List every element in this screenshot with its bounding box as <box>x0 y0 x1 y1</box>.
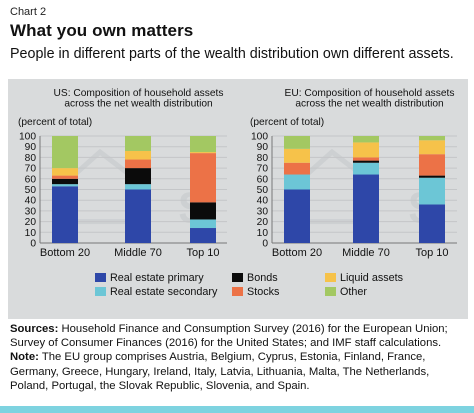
eu-x-tick-label-1: Middle 70 <box>342 247 390 259</box>
eu-y-tick-label-70: 70 <box>257 164 269 175</box>
eu-y-tick-label-40: 40 <box>257 196 269 207</box>
us-bar-1-bonds <box>125 168 151 185</box>
us-bar-1-other <box>125 136 151 151</box>
chart-number-label: Chart 2 <box>10 6 47 18</box>
legend-swatch-real-estate-primary <box>95 273 106 282</box>
eu-y-tick-label-60: 60 <box>257 174 269 185</box>
eu-bar-1-real-estate-primary <box>353 174 379 243</box>
eu-bar-0-stocks <box>284 162 310 175</box>
eu-y-tick-label-20: 20 <box>257 217 269 228</box>
sources-block: Sources: Household Finance and Consumpti… <box>10 322 470 393</box>
eu-y-tick-label-0: 0 <box>262 239 268 250</box>
us-bar-2-bonds <box>190 202 216 220</box>
eu-bar-2-liquid-assets <box>419 140 445 155</box>
us-bar-1-real-estate-secondary <box>125 184 151 190</box>
eu-y-axis-label: (percent of total) <box>250 117 324 128</box>
us-bar-1-stocks <box>125 159 151 169</box>
eu-bar-2-other <box>419 136 445 141</box>
us-bar-1-real-estate-primary <box>125 189 151 243</box>
us-bar-0-real-estate-primary <box>52 186 78 243</box>
eu-bar-0-liquid-assets <box>284 148 310 163</box>
eu-x-tick-label-0: Bottom 20 <box>272 247 322 259</box>
legend-swatch-liquid-assets <box>325 273 336 282</box>
us-bar-0-other <box>52 136 78 169</box>
us-panel-title-line-1: US: Composition of household assets <box>54 88 224 99</box>
us-panel-title-line-2: across the net wealth distribution <box>64 99 212 110</box>
legend-label-real-estate-primary: Real estate primary <box>110 272 204 284</box>
eu-y-tick-label-10: 10 <box>257 228 269 239</box>
us-bar-2-real-estate-secondary <box>190 219 216 229</box>
us-bar-2-real-estate-primary <box>190 228 216 243</box>
us-bar-2-other <box>190 136 216 153</box>
us-y-tick-label-90: 90 <box>25 142 37 153</box>
chart-headline: What you own matters <box>10 21 194 40</box>
eu-bar-2-bonds <box>419 175 445 178</box>
us-y-tick-label-70: 70 <box>25 164 37 175</box>
us-y-tick-label-80: 80 <box>25 153 37 164</box>
legend-label-stocks: Stocks <box>247 286 280 298</box>
legend-swatch-bonds <box>232 273 243 282</box>
us-y-tick-label-10: 10 <box>25 228 37 239</box>
us-y-tick-label-0: 0 <box>30 239 36 250</box>
legend-label-bonds: Bonds <box>247 272 278 284</box>
eu-bar-0-other <box>284 136 310 149</box>
us-y-tick-label-30: 30 <box>25 206 37 217</box>
legend-label-real-estate-secondary: Real estate secondary <box>110 286 218 298</box>
chart-subtitle: People in different parts of the wealth … <box>10 46 454 62</box>
eu-bar-0-real-estate-secondary <box>284 174 310 190</box>
eu-bar-1-bonds <box>353 160 379 163</box>
sources-text: Household Finance and Consumption Survey… <box>10 323 448 350</box>
us-x-tick-label-2: Top 10 <box>186 247 219 259</box>
legend-label-liquid-assets: Liquid assets <box>340 272 404 284</box>
us-y-tick-label-60: 60 <box>25 174 37 185</box>
us-y-axis-label: (percent of total) <box>18 117 92 128</box>
us-x-tick-label-1: Middle 70 <box>114 247 162 259</box>
us-y-tick-label-40: 40 <box>25 196 37 207</box>
sources-label: Sources: <box>10 323 59 335</box>
eu-bar-1-other <box>353 136 379 143</box>
eu-panel-title-line-1: EU: Composition of household assets <box>285 88 455 99</box>
eu-y-tick-label-80: 80 <box>257 153 269 164</box>
us-bar-0-liquid-assets <box>52 168 78 176</box>
eu-x-tick-label-2: Top 10 <box>415 247 448 259</box>
us-bar-0-bonds <box>52 178 78 185</box>
note-text: The EU group comprises Austria, Belgium,… <box>10 351 430 392</box>
eu-y-tick-label-100: 100 <box>251 132 268 143</box>
us-y-tick-label-50: 50 <box>25 185 37 196</box>
legend-swatch-other <box>325 287 336 296</box>
us-y-tick-label-100: 100 <box>19 132 36 143</box>
eu-bar-1-stocks <box>353 157 379 161</box>
eu-bar-2-stocks <box>419 154 445 176</box>
legend-swatch-real-estate-secondary <box>95 287 106 296</box>
eu-bar-1-real-estate-secondary <box>353 162 379 175</box>
eu-bar-2-real-estate-primary <box>419 204 445 243</box>
us-bar-1-liquid-assets <box>125 150 151 160</box>
charts-svg: US: Composition of household assetsacros… <box>18 88 457 298</box>
bottom-accent-bar <box>0 406 474 413</box>
eu-y-tick-label-90: 90 <box>257 142 269 153</box>
eu-y-tick-label-30: 30 <box>257 206 269 217</box>
legend-label-other: Other <box>340 286 367 298</box>
legend-swatch-stocks <box>232 287 243 296</box>
us-y-tick-label-20: 20 <box>25 217 37 228</box>
eu-bar-1-liquid-assets <box>353 142 379 158</box>
us-bar-0-real-estate-secondary <box>52 184 78 187</box>
us-bar-2-stocks <box>190 153 216 203</box>
us-x-tick-label-0: Bottom 20 <box>40 247 90 259</box>
eu-bar-2-real-estate-secondary <box>419 177 445 205</box>
note-label: Note: <box>10 351 39 364</box>
us-bar-2-liquid-assets <box>190 152 216 154</box>
eu-panel-title-line-2: across the net wealth distribution <box>295 99 443 110</box>
eu-bar-0-real-estate-primary <box>284 189 310 243</box>
eu-y-tick-label-50: 50 <box>257 185 269 196</box>
us-bar-0-stocks <box>52 175 78 179</box>
